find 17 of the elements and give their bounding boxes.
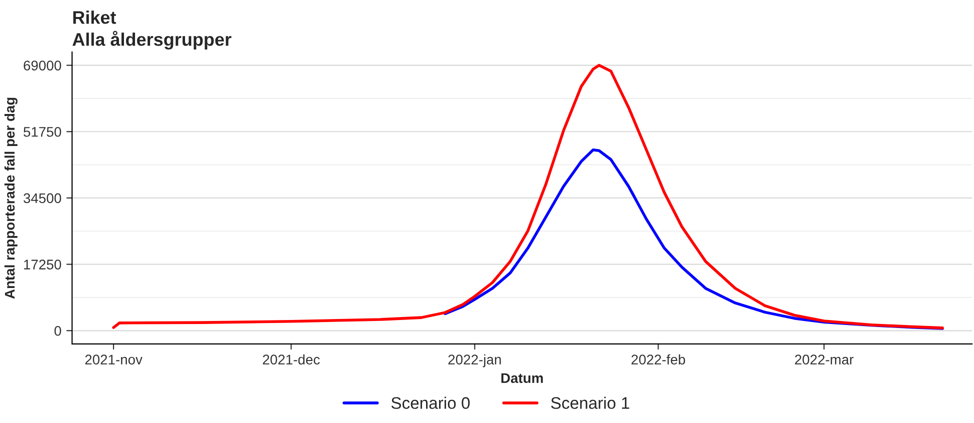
y-tick-label: 0 (54, 326, 62, 336)
y-axis-title: Antal rapporterade fall per dag (4, 98, 18, 299)
x-tick-label: 2021-dec (262, 354, 320, 365)
x-tick-label: 2021-nov (85, 354, 142, 365)
chart-subtitle: Alla åldersgrupper (72, 30, 232, 50)
chart-title: Riket (73, 10, 116, 24)
x-tick-label: 2022-feb (632, 354, 686, 365)
y-tick-label: 51750 (24, 126, 62, 137)
line-series (112, 64, 944, 330)
y-tick-label: 17250 (24, 260, 62, 270)
x-tick-label: 2022-jan (448, 354, 501, 368)
x-tick-label: 2022-mar (795, 354, 854, 365)
x-axis-title: Datum (501, 373, 543, 384)
y-tick-label: 34500 (24, 193, 62, 204)
y-tick-label: 69000 (24, 60, 62, 70)
legend-label: Scenario 0 (391, 396, 470, 409)
legend-label: Scenario 1 (551, 396, 630, 409)
